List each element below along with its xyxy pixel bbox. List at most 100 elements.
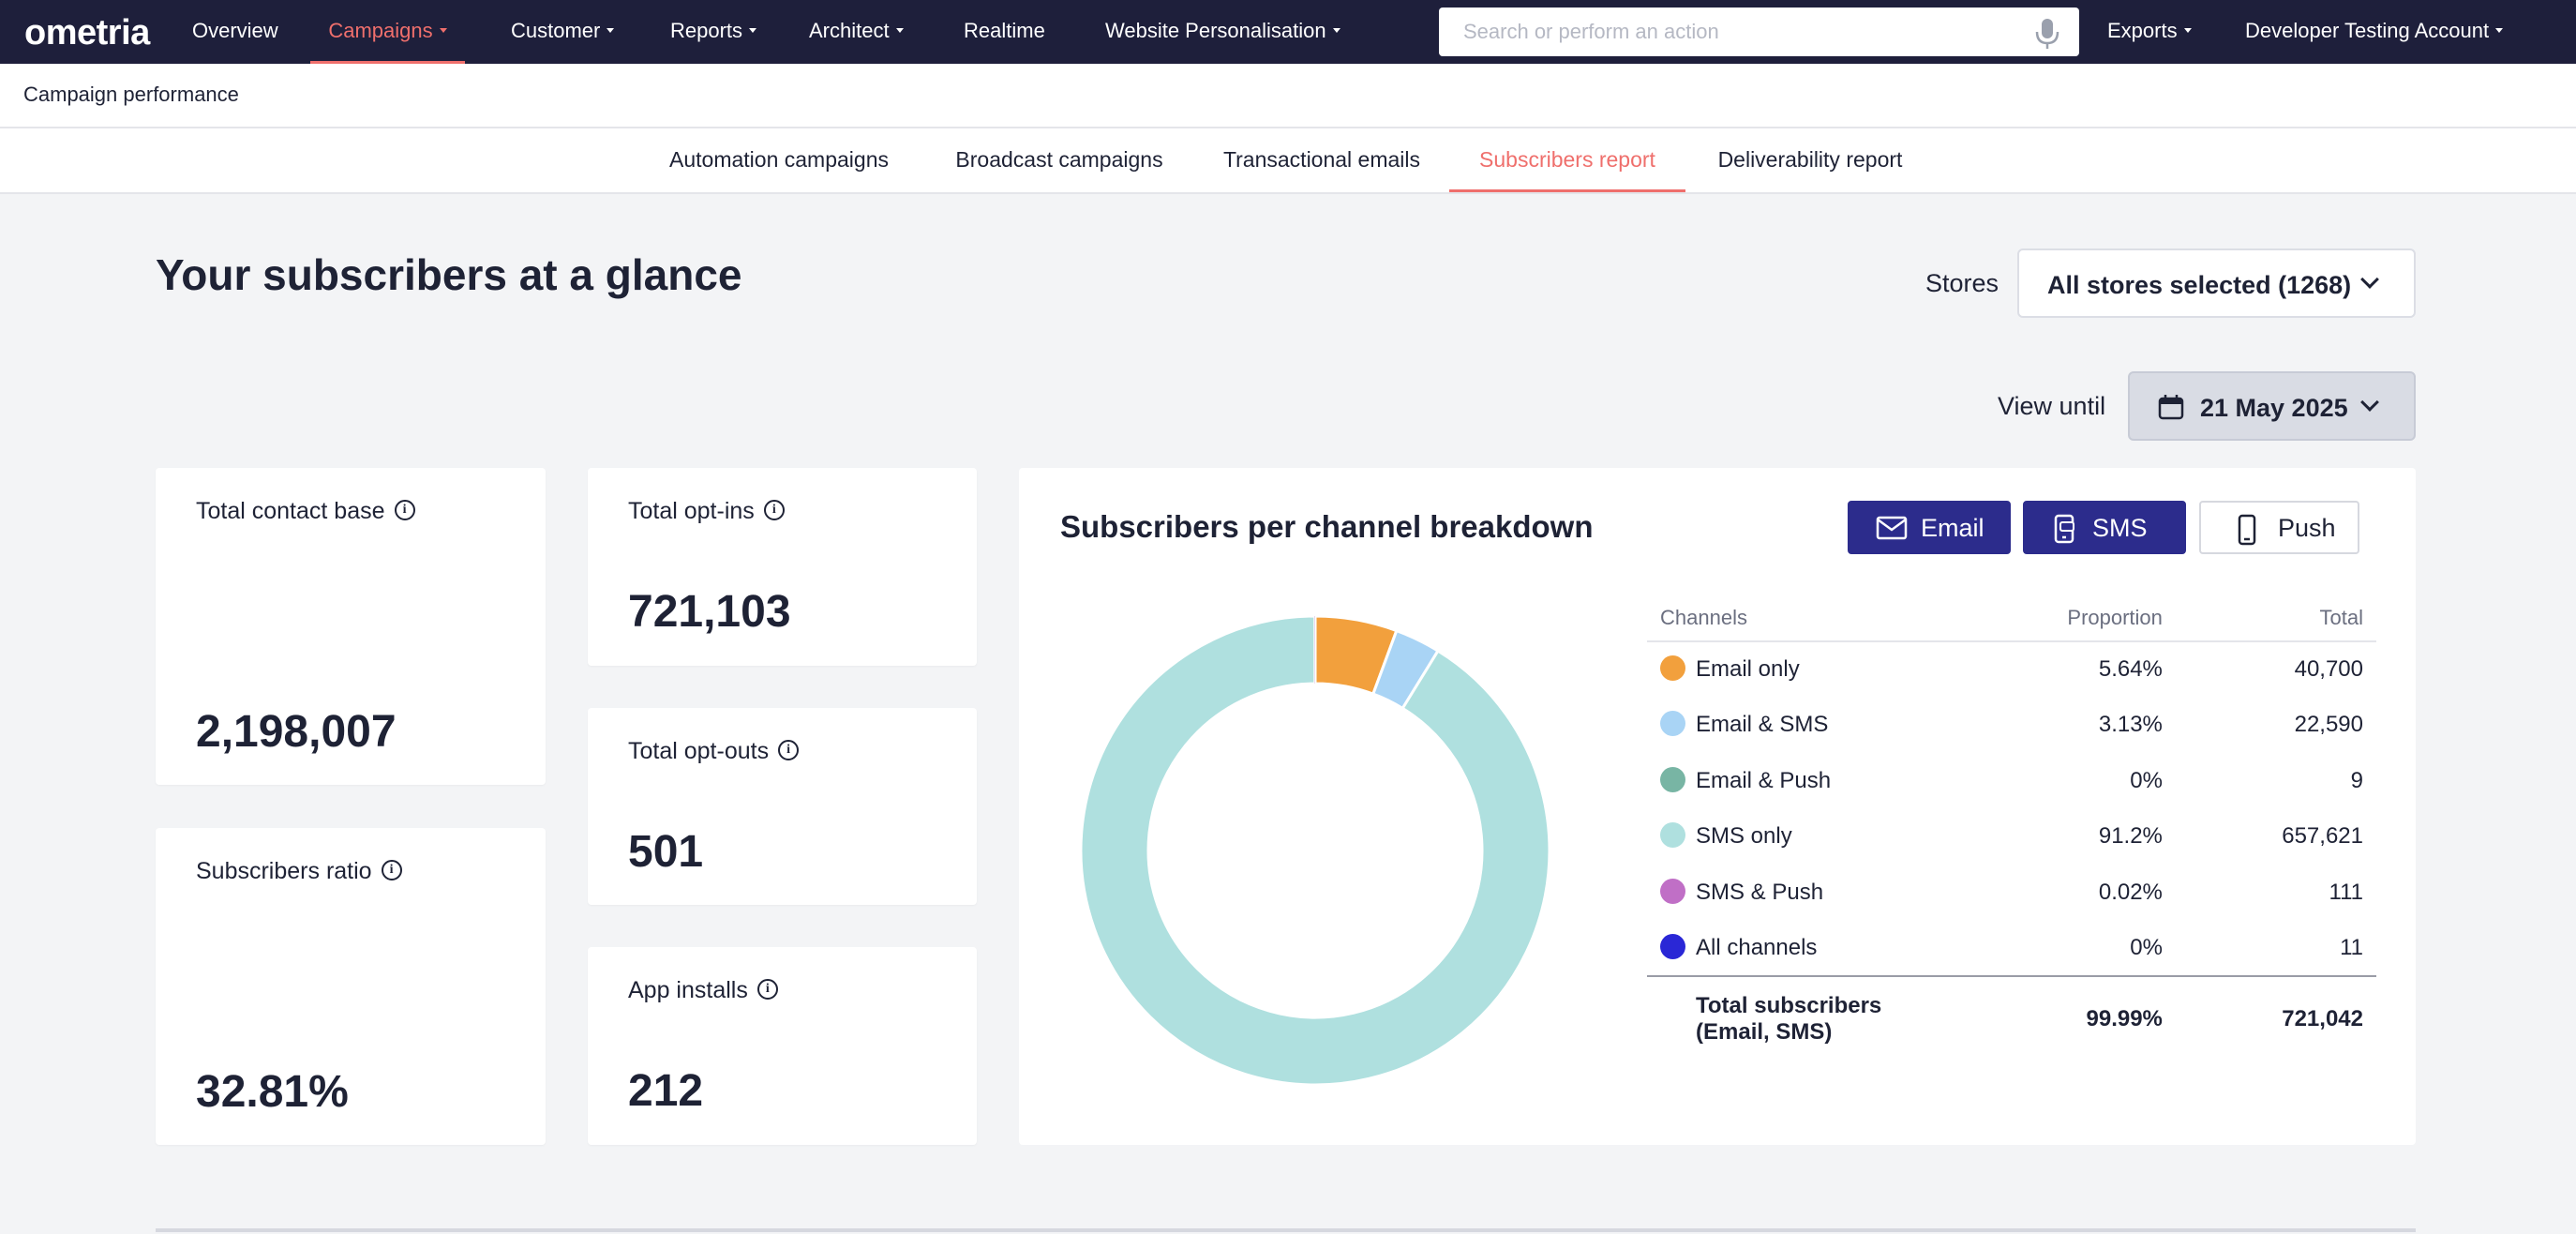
breadcrumb-bar: Campaign performance — [0, 64, 2576, 128]
total-opt-ins-value: 721,103 — [628, 587, 791, 637]
channel-cell: Email & Push — [1647, 753, 1960, 809]
email-channel-button[interactable]: Email — [1848, 501, 2011, 554]
subscribers-ratio-value: 32.81% — [196, 1067, 349, 1117]
nav-campaigns[interactable]: Campaigns — [310, 0, 465, 64]
info-icon[interactable]: i — [763, 500, 785, 521]
push-channel-label: Push — [2278, 514, 2336, 542]
sms-channel-label: SMS — [2092, 514, 2148, 542]
table-row: SMS only 91.2% 657,621 — [1647, 809, 2376, 865]
proportion-cell: 91.2% — [2098, 823, 2163, 850]
nav-customer[interactable]: Customer — [511, 0, 615, 64]
microphone-icon[interactable] — [2032, 17, 2062, 51]
sms-channel-button[interactable]: SMS — [2023, 501, 2186, 554]
channel-name: Email & Push — [1696, 767, 1832, 793]
subscribers-ratio-card: Subscribers ratio i 32.81% — [156, 828, 546, 1145]
channel-cell: All channels — [1647, 921, 1960, 977]
tab-transactional-emails[interactable]: Transactional emails — [1222, 147, 1421, 172]
channel-cell: SMS only — [1647, 809, 1960, 865]
table-row: All channels 0% 11 — [1647, 921, 2376, 977]
card-title-text: App installs — [628, 977, 748, 1003]
total-row: Total subscribers (Email, SMS) 99.99% 721,… — [1647, 975, 2376, 1061]
tab-subscribers-report[interactable]: Subscribers report — [1449, 128, 1685, 192]
nav-exports[interactable]: Exports — [2107, 0, 2192, 64]
stores-label: Stores — [1925, 269, 1999, 297]
info-icon[interactable]: i — [394, 500, 415, 521]
card-title: Total opt-ins i — [628, 498, 785, 525]
nav-architect-label: Architect — [809, 19, 890, 42]
channel-name: All channels — [1696, 934, 1818, 960]
donut-slice-sms-only[interactable] — [1079, 614, 1551, 1087]
total-contact-base-value: 2,198,007 — [196, 707, 397, 757]
table-row: Email & Push 0% 9 — [1647, 753, 2376, 809]
stores-dropdown-value: All stores selected (1268) — [2047, 271, 2352, 299]
channel-name: SMS only — [1696, 823, 1792, 850]
view-until-label: View until — [1998, 392, 2106, 420]
proportion-cell: 0% — [2130, 767, 2163, 793]
nav-reports[interactable]: Reports — [670, 0, 757, 64]
nav-campaigns-label: Campaigns — [328, 19, 433, 42]
table-header-row: Channels Proportion Total — [1647, 594, 2376, 642]
chevron-down-icon — [895, 27, 904, 33]
breakdown-title: Subscribers per channel breakdown — [1060, 509, 1594, 544]
nav-customer-label: Customer — [511, 19, 601, 42]
nav-account-menu[interactable]: Developer Testing Account — [2245, 0, 2504, 64]
legend-dot — [1660, 933, 1685, 959]
total-cell: 9 — [2350, 767, 2363, 793]
breadcrumb: Campaign performance — [23, 83, 239, 106]
legend-dot — [1660, 711, 1685, 737]
chevron-down-icon — [2495, 27, 2504, 33]
info-icon[interactable]: i — [381, 860, 402, 881]
account-name: Developer Testing Account — [2245, 19, 2490, 42]
date-picker-button[interactable]: 21 May 2025 — [2128, 371, 2416, 441]
total-opt-outs-card: Total opt-outs i 501 — [588, 708, 977, 905]
total-cell: 11 — [2340, 934, 2363, 960]
card-title-text: Total contact base — [196, 498, 385, 524]
table-row: Email & SMS 3.13% 22,590 — [1647, 698, 2376, 754]
info-icon[interactable]: i — [778, 740, 800, 761]
app-installs-card: App installs i 212 — [588, 947, 977, 1145]
proportion-cell: 0% — [2130, 934, 2163, 960]
channel-breakdown-card: Subscribers per channel breakdown Email … — [1019, 468, 2416, 1145]
ometria-logo[interactable]: ometria — [24, 13, 150, 53]
card-title: Total opt-outs i — [628, 738, 800, 765]
search-input[interactable] — [1463, 8, 2007, 56]
nav-realtime[interactable]: Realtime — [964, 0, 1045, 64]
card-title-text: Total opt-outs — [628, 738, 770, 764]
nav-website-personalisation[interactable]: Website Personalisation — [1105, 0, 1340, 64]
email-channel-label: Email — [1921, 514, 1984, 542]
tab-broadcast-campaigns[interactable]: Broadcast campaigns — [955, 147, 1163, 172]
total-value: 721,042 — [2175, 975, 2376, 1061]
card-title-text: Total opt-ins — [628, 498, 755, 524]
chevron-down-icon — [2183, 27, 2192, 33]
legend-dot — [1660, 822, 1685, 849]
legend-dot — [1660, 655, 1685, 682]
total-opt-outs-value: 501 — [628, 827, 704, 877]
proportion-cell: 5.64% — [2098, 656, 2163, 683]
nav-overview[interactable]: Overview — [192, 0, 278, 64]
date-picker-value: 21 May 2025 — [2200, 394, 2348, 422]
nav-exports-label: Exports — [2107, 19, 2178, 42]
page-title: Your subscribers at a glance — [156, 250, 742, 299]
legend-dot — [1660, 878, 1685, 904]
app-installs-value: 212 — [628, 1066, 704, 1116]
channel-name: Email & SMS — [1696, 712, 1829, 738]
nav-architect[interactable]: Architect — [809, 0, 904, 64]
info-icon[interactable]: i — [756, 979, 778, 1001]
push-channel-button[interactable]: Push — [2199, 501, 2359, 554]
tab-deliverability-report[interactable]: Deliverability report — [1717, 147, 1903, 172]
chevron-down-icon — [2360, 270, 2379, 289]
tab-automation-campaigns[interactable]: Automation campaigns — [669, 147, 889, 172]
stores-dropdown[interactable]: All stores selected (1268) — [2017, 248, 2416, 318]
nav-website-personalisation-label: Website Personalisation — [1105, 19, 1326, 42]
nav-overview-label: Overview — [192, 19, 278, 42]
total-label: Total subscribers (Email, SMS) — [1647, 975, 1961, 1061]
channel-cell: Email only — [1647, 641, 1960, 698]
total-cell: 111 — [2329, 879, 2363, 905]
phone-sms-icon — [2054, 514, 2074, 544]
top-navigation-bar: ometria Overview Campaigns Customer Repo… — [0, 0, 2576, 64]
card-title: Total contact base i — [196, 498, 415, 525]
table-row: SMS & Push 0.02% 111 — [1647, 865, 2376, 921]
total-opt-ins-card: Total opt-ins i 721,103 — [588, 468, 977, 666]
total-cell: 40,700 — [2294, 656, 2363, 683]
column-header-proportion: Proportion — [1960, 594, 2176, 642]
